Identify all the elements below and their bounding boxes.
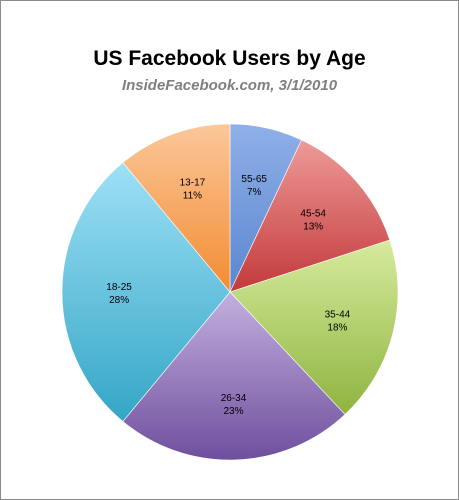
slice-label-35-44: 35-44	[325, 310, 351, 321]
slice-percent-55-65: 7%	[247, 187, 262, 198]
pie-slice-35-44	[229, 239, 399, 415]
slice-label-26-34: 26-34	[221, 393, 247, 404]
slice-label-18-25: 18-25	[106, 282, 132, 293]
pie-slice-26-34	[122, 291, 346, 461]
pie-slice-13-17	[122, 123, 231, 293]
pie-slice-18-25	[61, 162, 231, 422]
slice-percent-26-34: 23%	[223, 406, 243, 417]
chart-title: US Facebook Users by Age	[93, 47, 366, 70]
pie-slices	[61, 123, 399, 461]
slice-percent-45-54: 13%	[303, 222, 323, 233]
chart-subtitle: InsideFacebook.com, 3/1/2010	[121, 77, 338, 94]
slice-percent-13-17: 11%	[183, 191, 202, 202]
slice-percent-18-25: 28%	[109, 295, 129, 306]
slice-label-45-54: 45-54	[300, 209, 326, 220]
pie-labels: 55-65 7% 45-54 13% 35-44 18% 26-34 23% 18-25 28% 1…	[106, 174, 350, 417]
slice-label-13-17: 13-17	[180, 178, 206, 189]
slice-percent-35-44: 18%	[327, 323, 347, 334]
pie-slice-45-54	[229, 139, 391, 293]
slice-label-55-65: 55-65	[241, 174, 267, 185]
